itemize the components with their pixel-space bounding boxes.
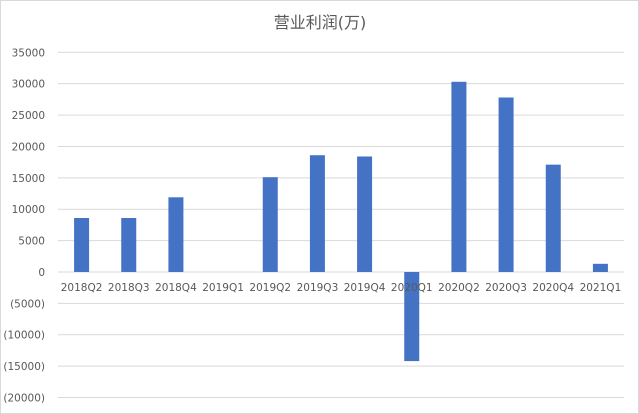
y-tick-label: (15000)	[3, 361, 45, 373]
x-tick-label: 2018Q3	[108, 282, 150, 294]
x-tick-label: 2019Q3	[297, 282, 339, 294]
x-tick-label: 2020Q2	[438, 282, 480, 294]
x-tick-label: 2019Q4	[344, 282, 386, 294]
x-tick-label: 2020Q1	[391, 282, 433, 294]
bar-2018Q4	[168, 197, 184, 272]
x-tick-label: 2020Q4	[532, 282, 574, 294]
bar-2018Q2	[74, 217, 90, 272]
y-tick-label: (10000)	[3, 330, 45, 342]
x-tick-label: 2021Q1	[580, 282, 622, 294]
bar-2021Q1	[592, 263, 608, 272]
y-tick-label: 35000	[12, 47, 45, 59]
y-tick-label: 20000	[12, 141, 45, 153]
y-tick-label: 10000	[12, 204, 45, 216]
bar-2020Q3	[498, 97, 514, 272]
bar-2018Q3	[121, 217, 137, 272]
y-tick-label: (5000)	[10, 298, 45, 310]
bar-2019Q3	[309, 155, 325, 272]
bar-2019Q4	[357, 156, 373, 272]
x-tick-label: 2019Q1	[202, 282, 244, 294]
x-tick-label: 2020Q3	[485, 282, 527, 294]
y-tick-label: 0	[38, 267, 45, 279]
bar-2020Q4	[545, 164, 561, 272]
x-tick-label: 2018Q4	[155, 282, 197, 294]
bar-2020Q2	[451, 81, 467, 272]
y-tick-label: 5000	[18, 236, 45, 248]
y-tick-label: 15000	[12, 173, 45, 185]
x-tick-label: 2019Q2	[249, 282, 291, 294]
y-tick-label: (20000)	[3, 393, 45, 405]
bar-2019Q2	[262, 177, 278, 272]
y-tick-label: 30000	[12, 79, 45, 91]
bar-2020Q1	[404, 271, 420, 362]
x-tick-label: 2018Q2	[61, 282, 103, 294]
y-tick-label: 25000	[12, 110, 45, 122]
chart-title: 营业利润(万)	[274, 13, 367, 32]
